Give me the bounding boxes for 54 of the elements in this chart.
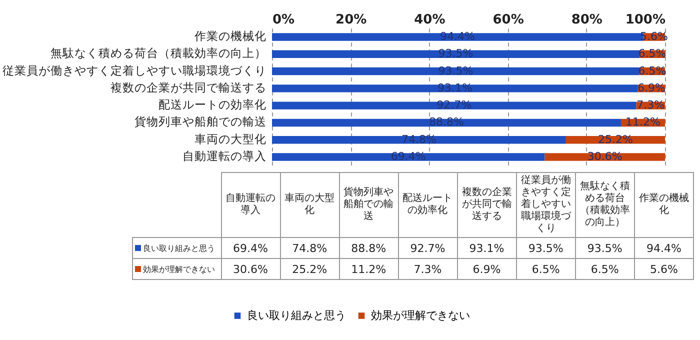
text: 69.4% — [233, 242, 268, 254]
y-tick-label: 貨物列車や船舶での輸送 — [134, 114, 266, 129]
text: 93.5% — [587, 242, 622, 254]
y-tick-label: 作業の機械化 — [194, 29, 266, 43]
data-label: 93.5% — [438, 64, 474, 78]
data-label: 30.6% — [587, 150, 622, 163]
text: 93.1% — [469, 242, 504, 254]
data-label: 11.2% — [626, 116, 660, 129]
x-tick-label: 40% — [414, 12, 446, 28]
legend-label: 良い取り組みと思う — [132, 238, 221, 258]
text: 良い取り組みと思う — [247, 308, 346, 322]
data-label: 88.8% — [429, 116, 464, 129]
category-label: 作業の機械化 — [638, 193, 689, 216]
data-label: 94.4% — [440, 30, 475, 43]
x-tick-label: 80% — [571, 12, 602, 28]
x-tick-label: 100% — [625, 12, 666, 28]
data-label: 74.8% — [402, 132, 436, 146]
data-label: 93.5% — [438, 47, 474, 60]
x-tick-label: 0% — [272, 12, 295, 28]
text: 88.8% — [351, 242, 386, 254]
text: 6.5% — [590, 262, 619, 276]
text: 7.3% — [414, 262, 442, 276]
y-tick-label: 従業員が働きやすく定着しやすい職場環境づくり — [2, 63, 266, 78]
text: 5.6% — [650, 262, 678, 276]
data-label: 25.2% — [598, 132, 633, 146]
text: 11.2% — [351, 262, 386, 276]
text: 94.4% — [646, 242, 682, 254]
category-label: 複数の企業が共同で輸送する — [462, 187, 512, 222]
data-label: 6.9% — [637, 81, 666, 94]
text: 92.7% — [410, 242, 446, 254]
data-label: 7.3% — [636, 98, 665, 112]
data-label: 92.7% — [436, 98, 472, 112]
text: 6.9% — [472, 262, 501, 276]
data-label: 69.4% — [390, 150, 426, 163]
text: 74.8% — [292, 242, 328, 254]
text: 93.5% — [528, 242, 564, 254]
y-tick-label: 自動運転の導入 — [182, 149, 266, 163]
legend-label: 効果が理解できない — [371, 308, 470, 322]
category-label: 従業員が働きやすく定着しやすい職場環境づくり — [520, 175, 571, 234]
category-label: 配送ルートの効率化 — [402, 193, 453, 216]
y-tick-label: 無駄なく積める荷台（積載効率の向上） — [50, 46, 266, 60]
category-label: 車両の大型化 — [284, 193, 335, 216]
x-tick-label: 60% — [492, 12, 524, 28]
data-label: 93.1% — [437, 81, 472, 94]
category-label: 貨物列車や船舶での輸送 — [344, 187, 394, 222]
text: 30.6% — [233, 262, 268, 276]
category-label: 無駄なく積める荷台（積載効率の向上） — [580, 181, 630, 228]
y-tick-label: 配送ルートの効率化 — [158, 98, 266, 112]
y-tick-label: 車両の大型化 — [194, 132, 266, 146]
text: 効果が理解できない — [143, 264, 215, 274]
text: 6.5% — [532, 262, 560, 276]
y-tick-label: 複数の企業が共同で輸送する — [110, 80, 266, 94]
x-tick-label: 20% — [336, 12, 367, 28]
text: 25.2% — [292, 262, 328, 276]
